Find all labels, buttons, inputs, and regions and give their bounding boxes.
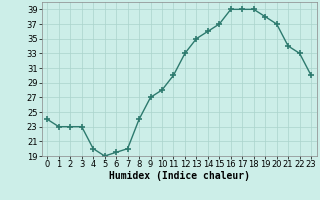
X-axis label: Humidex (Indice chaleur): Humidex (Indice chaleur)	[109, 171, 250, 181]
